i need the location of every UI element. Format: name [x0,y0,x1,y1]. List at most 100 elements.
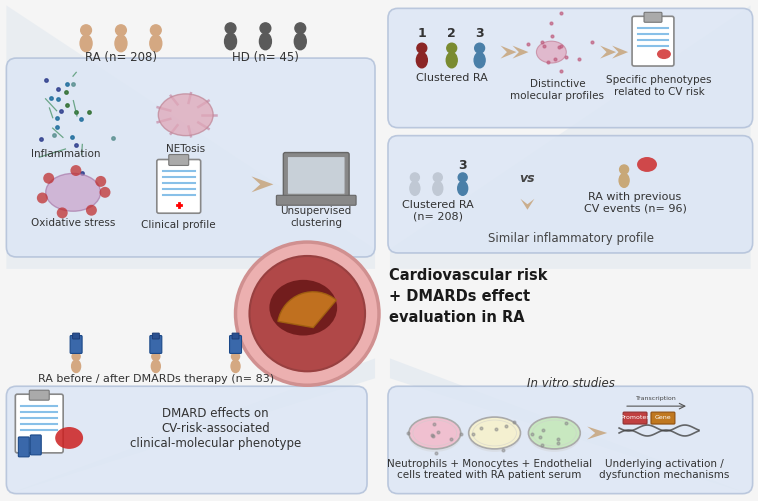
Circle shape [475,44,484,54]
Ellipse shape [409,417,461,449]
Polygon shape [512,47,528,60]
Text: Unsupervised
clustering: Unsupervised clustering [280,206,352,227]
Circle shape [57,208,67,219]
Circle shape [86,205,97,216]
Ellipse shape [537,42,566,64]
FancyBboxPatch shape [623,412,647,424]
Circle shape [231,353,240,361]
Circle shape [249,257,365,372]
Text: HD (n= 45): HD (n= 45) [232,51,299,64]
FancyBboxPatch shape [30,390,49,400]
Ellipse shape [528,420,581,452]
Wedge shape [278,292,337,328]
Circle shape [37,193,48,204]
FancyBboxPatch shape [388,136,753,254]
Ellipse shape [446,54,457,69]
Text: In vitro studies: In vitro studies [528,377,615,389]
Circle shape [80,26,92,37]
FancyBboxPatch shape [287,157,345,195]
FancyBboxPatch shape [70,336,82,354]
Circle shape [150,26,161,37]
Polygon shape [6,359,375,494]
Ellipse shape [115,36,127,53]
Circle shape [434,173,442,182]
Ellipse shape [224,34,236,51]
Ellipse shape [657,50,671,60]
Text: 1: 1 [418,27,426,40]
Text: Underlying activation /
dysfunction mechanisms: Underlying activation / dysfunction mech… [599,458,729,479]
Ellipse shape [475,54,485,69]
Ellipse shape [231,360,240,373]
Ellipse shape [528,417,581,449]
Text: Clinical profile: Clinical profile [142,220,216,230]
FancyBboxPatch shape [6,386,367,493]
Text: 2: 2 [447,27,456,40]
Text: vs: vs [520,171,535,184]
Text: Clustered RA
(n= 208): Clustered RA (n= 208) [402,200,474,221]
Polygon shape [521,199,534,210]
Ellipse shape [259,34,271,51]
Circle shape [410,173,419,182]
FancyBboxPatch shape [232,333,239,339]
FancyBboxPatch shape [632,17,674,67]
FancyBboxPatch shape [18,437,30,457]
Circle shape [458,173,467,182]
Text: Gene: Gene [655,414,672,419]
Ellipse shape [468,420,521,452]
Circle shape [99,187,111,198]
FancyBboxPatch shape [388,386,753,493]
Ellipse shape [416,54,428,69]
FancyBboxPatch shape [157,160,201,214]
Ellipse shape [45,174,101,212]
FancyBboxPatch shape [277,196,356,206]
Circle shape [72,353,80,361]
Text: Neutrophils + Monocytes + Endothelial
cells treated with RA patient serum: Neutrophils + Monocytes + Endothelial ce… [387,458,592,479]
Text: RA with previous
CV events (n= 96): RA with previous CV events (n= 96) [584,192,687,213]
Text: Cardiovascular risk
+ DMARDs effect
evaluation in RA: Cardiovascular risk + DMARDs effect eval… [389,268,547,325]
FancyBboxPatch shape [15,394,63,453]
Circle shape [96,176,106,187]
Ellipse shape [71,360,80,373]
FancyBboxPatch shape [388,10,753,128]
Text: Distinctive
molecular profiles: Distinctive molecular profiles [510,79,604,100]
Ellipse shape [410,182,420,196]
Ellipse shape [80,36,92,53]
Ellipse shape [158,95,213,136]
FancyBboxPatch shape [644,14,662,23]
Ellipse shape [637,158,657,172]
FancyBboxPatch shape [651,412,675,424]
Polygon shape [6,7,375,270]
FancyBboxPatch shape [30,435,41,455]
Text: Oxidative stress: Oxidative stress [31,218,115,228]
FancyBboxPatch shape [283,153,349,199]
FancyBboxPatch shape [152,333,159,339]
Polygon shape [587,427,607,439]
Text: NETosis: NETosis [166,143,205,153]
Ellipse shape [468,417,521,449]
Polygon shape [600,47,616,60]
FancyBboxPatch shape [6,59,375,258]
Ellipse shape [55,427,83,449]
FancyBboxPatch shape [169,155,189,166]
Polygon shape [500,47,516,60]
Circle shape [619,166,628,174]
Polygon shape [390,7,750,270]
Circle shape [446,44,456,54]
Ellipse shape [152,360,160,373]
FancyBboxPatch shape [230,336,242,354]
Text: RA before / after DMARDs therapy (n= 83): RA before / after DMARDs therapy (n= 83) [38,374,274,384]
Ellipse shape [473,420,516,446]
Text: Promoter: Promoter [621,414,650,419]
Text: RA (n= 208): RA (n= 208) [85,51,157,64]
Ellipse shape [269,280,337,336]
Text: 3: 3 [475,27,484,40]
Text: Specific phenotypes
related to CV risk: Specific phenotypes related to CV risk [606,75,712,96]
Circle shape [43,173,54,184]
Ellipse shape [294,34,306,51]
Text: Similar inflammatory profile: Similar inflammatory profile [488,231,654,244]
Text: Clustered RA: Clustered RA [416,73,487,83]
Polygon shape [252,177,274,193]
Circle shape [295,24,305,35]
Ellipse shape [150,36,161,53]
Circle shape [260,24,271,35]
